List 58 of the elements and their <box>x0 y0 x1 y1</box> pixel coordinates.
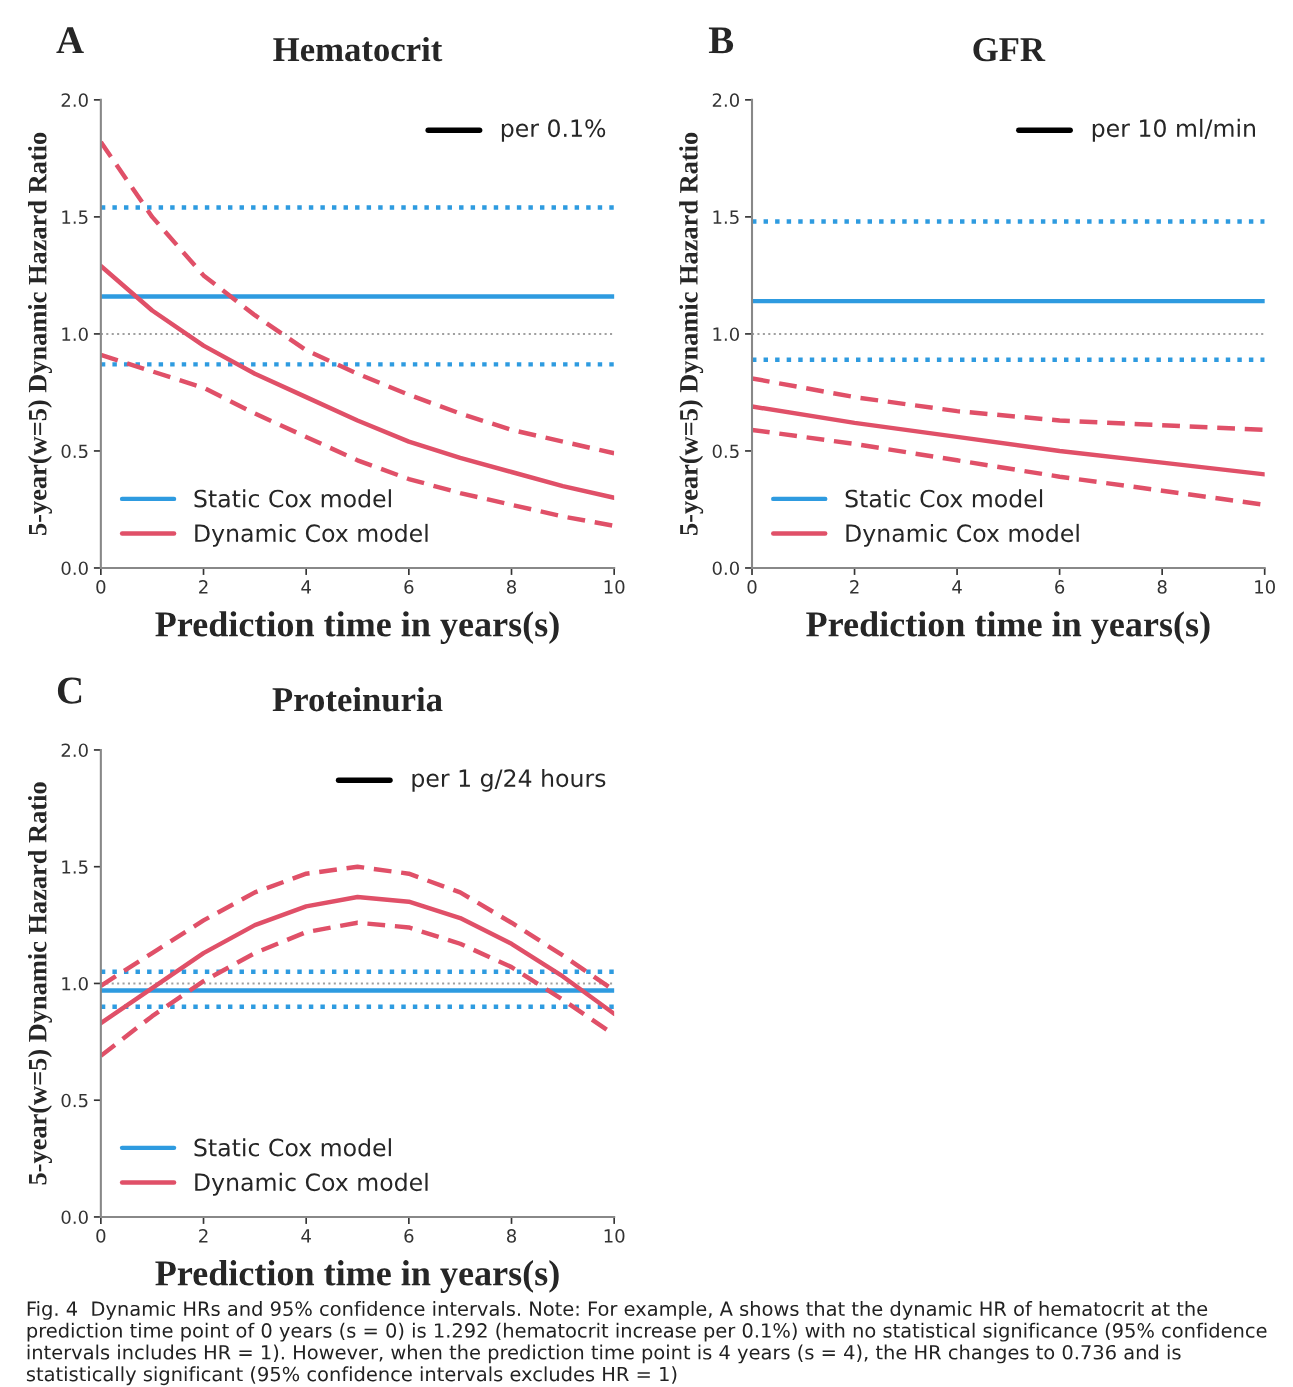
text: A <box>56 27 84 54</box>
x-tick-label: 2 <box>199 1229 208 1243</box>
legend-label: Dynamic Cox model <box>195 1172 428 1196</box>
chart-title: Hematocrit <box>273 36 443 62</box>
legend-label: Dynamic Cox model <box>195 523 428 547</box>
y-tick-label: 2.0 <box>712 93 739 107</box>
y-tick-label: 1.0 <box>62 327 88 342</box>
y-tick-label: 0.0 <box>61 561 88 576</box>
text: C <box>57 677 82 704</box>
line-series <box>100 894 615 1026</box>
x-tick-label: 8 <box>1157 580 1167 594</box>
x-axis-title: Prediction time in years(s) <box>155 611 559 644</box>
x-tick-label: 8 <box>506 1229 517 1243</box>
y-tick-label: 1.5 <box>62 210 88 225</box>
x-tick-label: 0 <box>96 1229 106 1243</box>
text: B <box>708 27 734 54</box>
x-tick-label: 2 <box>850 580 859 594</box>
chart-title: Proteinuria <box>272 686 443 712</box>
y-tick-label: 1.0 <box>713 327 739 342</box>
x-tick-label: 4 <box>301 580 311 594</box>
x-tick-label: 0 <box>96 580 106 594</box>
y-tick-label: 2.0 <box>61 93 88 107</box>
x-tick-label: 6 <box>404 1229 414 1243</box>
x-tick-label: 8 <box>506 580 517 594</box>
y-tick-label: 1.5 <box>713 210 739 225</box>
annotation: per 10 ml/min <box>1092 118 1255 142</box>
y-tick-label: 0.5 <box>61 444 88 459</box>
legend-label: Dynamic Cox model <box>846 523 1079 547</box>
caption: Fig. 4 Dynamic HRs and 95% confidence intervals. Note: For example, A shows that the dynamic HR of hematocrit at the prediction time point of 0 years (s = 0) is 1.292 (hematocrit increase per 0.1%) with no statistical significance (95% confidence intervals includes HR = 1). However, when the prediction time point is 4 years (s = 4), the HR changes to 0.736 and is statistically significant (95% confidence intervals excludes HR = 1) <box>26 1301 1267 1386</box>
x-tick-label: 4 <box>301 1229 311 1243</box>
y-tick-label: 2.0 <box>61 743 88 758</box>
line-series <box>752 376 1265 433</box>
line-series <box>752 404 1265 477</box>
chart-title: GFR <box>973 37 1046 62</box>
annotation: per 1 g/24 hours <box>412 768 606 792</box>
x-axis-title: Prediction time in years(s) <box>806 611 1210 644</box>
y-tick-label: 0.5 <box>61 1093 88 1108</box>
y-axis-title: 5-year(w=5) Dynamic Hazard Ratio <box>28 132 52 535</box>
x-tick-label: 4 <box>952 580 962 594</box>
legend-label: Static Cox model <box>845 489 1043 508</box>
y-tick-label: 0.5 <box>712 444 739 459</box>
annotation: per 0.1% <box>501 119 606 142</box>
y-tick-label: 1.0 <box>62 976 88 991</box>
x-tick-label: 2 <box>199 580 208 594</box>
x-axis-title: Prediction time in years(s) <box>155 1260 559 1293</box>
x-tick-label: 10 <box>604 580 625 594</box>
legend-label: Static Cox model <box>194 489 391 508</box>
y-tick-label: 0.0 <box>712 561 739 576</box>
x-tick-label: 10 <box>1255 580 1275 594</box>
x-tick-label: 0 <box>747 580 757 594</box>
y-axis-title: 5-year(w=5) Dynamic Hazard Ratio <box>679 132 704 535</box>
y-tick-label: 0.0 <box>61 1210 88 1225</box>
legend-label: Static Cox model <box>194 1138 391 1157</box>
x-tick-label: 10 <box>604 1229 625 1243</box>
x-tick-label: 6 <box>404 580 414 594</box>
y-tick-label: 1.5 <box>62 860 88 874</box>
y-axis-title: 5-year(w=5) Dynamic Hazard Ratio <box>28 782 52 1185</box>
x-tick-label: 6 <box>1055 580 1065 594</box>
